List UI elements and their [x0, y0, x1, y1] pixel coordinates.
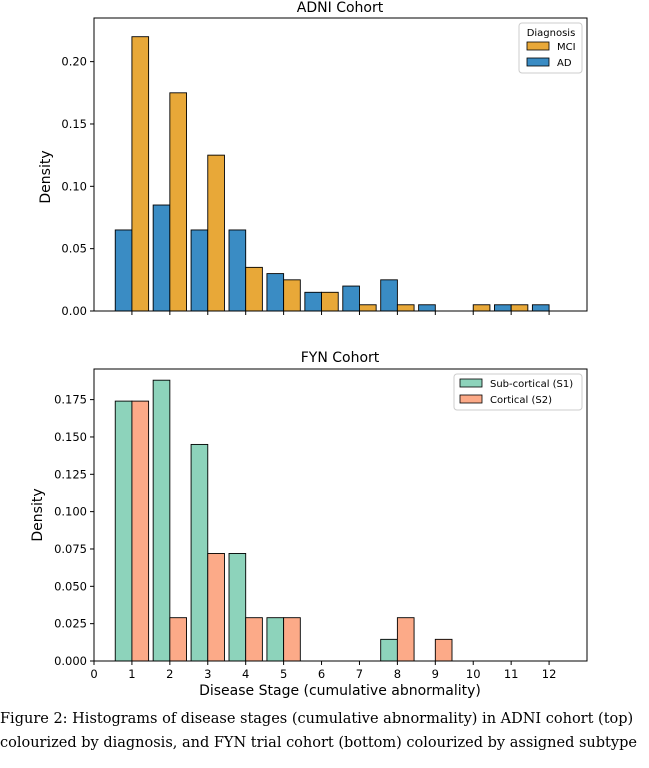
adni-legend: Diagnosis MCI AD: [518, 22, 583, 74]
fyn-bar-sub-cortical-s1-4: [228, 553, 247, 662]
fyn-bar-sub-cortical-s1-5: [266, 617, 285, 662]
adni-bars: [114, 36, 550, 312]
fyn-y-tick-label: 0.175: [54, 393, 87, 407]
adni-bar-ad-9: [418, 304, 436, 312]
fyn-x-tick-label: 2: [166, 667, 173, 681]
fyn-bar-cortical-s2-3: [207, 553, 225, 662]
fyn-legend-swatch-s1: [459, 378, 483, 388]
adni-y-tick-label: 0.15: [61, 117, 87, 131]
adni-bar-ad-7: [342, 285, 360, 312]
adni-bar-mci-8: [396, 304, 415, 312]
fyn-legend-label-s2: Cortical (S2): [490, 395, 552, 406]
fyn-y-tick-label: 0.150: [54, 430, 87, 444]
adni-bar-ad-8: [380, 279, 398, 312]
adni-chart-title: ADNI Cohort: [297, 0, 384, 16]
fyn-bar-cortical-s2-8: [396, 617, 415, 662]
adni-legend-label-ad: AD: [557, 58, 572, 69]
adni-y-tick-label: 0.00: [61, 304, 87, 318]
adni-y-tick-label: 0.20: [61, 55, 87, 69]
adni-bar-mci-10: [472, 304, 491, 312]
fyn-bars: [114, 379, 453, 662]
adni-bar-ad-4: [228, 229, 247, 312]
figure-caption: Figure 2: Histograms of disease stages (…: [0, 707, 649, 755]
adni-bar-ad-3: [190, 229, 209, 312]
adni-y-tick-label: 0.10: [61, 179, 87, 193]
adni-bar-ad-6: [304, 291, 322, 312]
adni-bar-mci-7: [359, 304, 377, 312]
adni-bar-ad-11: [494, 304, 512, 312]
fyn-x-tick-label: 12: [542, 667, 557, 681]
caption-line-2: colourized by diagnosis, and FYN trial c…: [0, 735, 637, 751]
fyn-x-tick-label: 11: [504, 667, 519, 681]
fyn-chart-title: FYN Cohort: [301, 350, 380, 366]
adni-bar-ad-5: [266, 273, 285, 312]
fyn-x-tick-label: 1: [128, 667, 135, 681]
fyn-bar-sub-cortical-s1-3: [190, 443, 209, 662]
adni-legend-swatch-ad: [526, 57, 550, 67]
fyn-bar-sub-cortical-s1-1: [114, 400, 133, 662]
fyn-legend-box: [453, 373, 583, 411]
fyn-x-tick-label: 7: [356, 667, 363, 681]
fyn-bar-cortical-s2-5: [283, 617, 301, 662]
adni-y-ticks: 0.00 0.05 0.10 0.15 0.20: [61, 55, 94, 318]
fyn-y-ticks: 0.000 0.025 0.050 0.075 0.100 0.125 0.150 0.175: [54, 393, 94, 668]
fyn-y-tick-label: 0.100: [54, 505, 87, 519]
fyn-chart: FYN Cohort Density 0.0000.0250.0500.0750…: [30, 350, 588, 699]
fyn-x-tick-label: 4: [242, 667, 249, 681]
fyn-plot-frame: [93, 368, 588, 662]
adni-x-ticks: [131, 311, 550, 315]
fyn-x-tick-label: 5: [280, 667, 287, 681]
fyn-bar-cortical-s2-9: [434, 638, 453, 662]
fyn-x-tick-label: 0: [90, 667, 97, 681]
fyn-x-tick-label: 3: [204, 667, 211, 681]
fyn-x-tick-label: 10: [466, 667, 481, 681]
adni-legend-title: Diagnosis: [527, 28, 576, 39]
fyn-y-tick-label: 0.000: [54, 654, 87, 668]
adni-bar-mci-5: [283, 279, 301, 312]
fyn-y-tick-label: 0.050: [54, 579, 87, 593]
adni-bar-ad-2: [152, 204, 171, 312]
adni-bar-mci-2: [169, 92, 187, 312]
fyn-legend: Sub-cortical (S1) Cortical (S2): [453, 373, 583, 411]
fyn-y-axis-label: Density: [30, 488, 46, 541]
fyn-legend-label-s1: Sub-cortical (S1): [490, 379, 573, 390]
adni-y-tick-label: 0.05: [61, 242, 87, 256]
fyn-bar-sub-cortical-s1-2: [152, 379, 171, 662]
fyn-x-tick-label: 9: [432, 667, 439, 681]
fyn-legend-swatch-s2: [459, 394, 483, 404]
fyn-x-tick-label: 8: [394, 667, 401, 681]
fyn-x-axis-label: Disease Stage (cumulative abnormality): [199, 683, 481, 699]
caption-line-1: Figure 2: Histograms of disease stages (…: [0, 711, 634, 727]
adni-chart: ADNI Cohort Density 0.00 0.05 0.10 0.15 0.20…: [38, 0, 588, 318]
fyn-x-ticks: 0 1 2 3 4 5 6 7 8 9 10 11 12: [90, 661, 556, 681]
fyn-y-tick-label: 0.125: [54, 467, 87, 481]
adni-legend-label-mci: MCI: [557, 42, 576, 53]
fyn-bar-cortical-s2-4: [245, 617, 263, 662]
adni-y-axis-label: Density: [38, 150, 54, 203]
figure: ADNI Cohort Density 0.00 0.05 0.10 0.15 0.20…: [30, 0, 588, 699]
adni-bar-mci-11: [510, 304, 529, 312]
fyn-y-tick-label: 0.075: [54, 542, 87, 556]
fyn-bar-sub-cortical-s1-8: [380, 638, 398, 662]
adni-bar-mci-6: [321, 291, 339, 312]
adni-bar-mci-1: [131, 36, 150, 312]
adni-bar-mci-3: [207, 154, 225, 312]
adni-legend-swatch-mci: [526, 41, 550, 51]
fyn-bar-cortical-s2-2: [169, 617, 187, 662]
adni-bar-ad-1: [114, 229, 133, 312]
adni-plot-frame: [93, 17, 588, 312]
adni-bar-mci-4: [245, 266, 263, 312]
fyn-bar-cortical-s2-1: [131, 400, 150, 662]
fyn-y-tick-label: 0.025: [54, 617, 87, 631]
adni-bar-ad-12: [531, 304, 550, 312]
fyn-x-tick-label: 6: [318, 667, 325, 681]
